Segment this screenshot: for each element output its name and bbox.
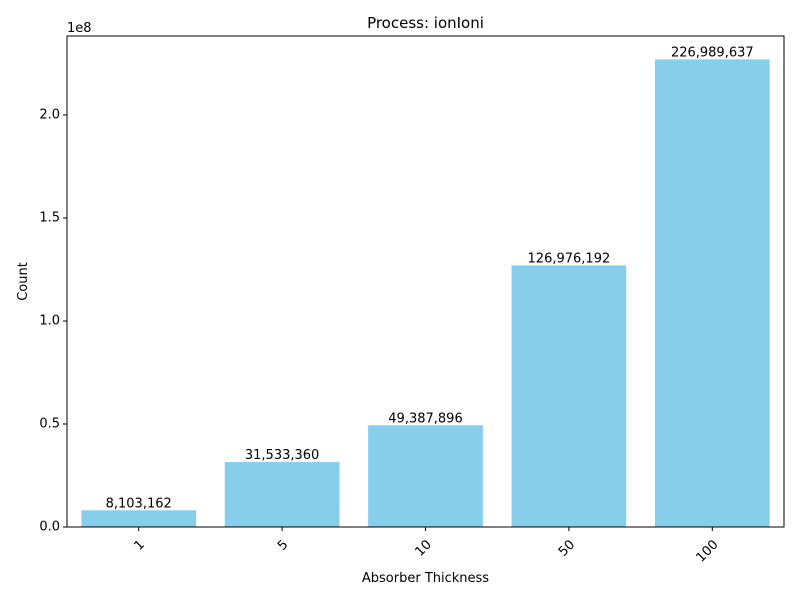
bars-layer: 8,103,162 31,533,360 49,387,896 126,976,192… (81, 45, 770, 527)
bar-value-label-1: 8,103,162 (106, 496, 172, 511)
x-tick-label-1: 1 (132, 537, 148, 553)
x-axis-label: Absorber Thickness (362, 571, 489, 586)
plot-frame (66, 35, 785, 528)
bar-value-label-5: 31,533,360 (245, 448, 319, 463)
chart-title: Process: ionIoni (367, 14, 484, 32)
bar-value-label-10: 49,387,896 (388, 411, 462, 426)
x-tick-label-50: 50 (556, 537, 578, 559)
bar-5 (224, 462, 340, 527)
y-scale-offset-label: 1e8 (67, 21, 92, 36)
y-tick-label-3: 1.5 (39, 210, 60, 225)
x-tick-label-10: 10 (412, 537, 434, 559)
x-tick-label-5: 5 (275, 537, 291, 553)
bar-value-label-50: 126,976,192 (528, 251, 611, 266)
bar-50 (511, 265, 627, 527)
x-axis: 1 5 10 50 100 (132, 527, 722, 566)
y-axis-label: Count (16, 262, 31, 301)
x-tick-label-100: 100 (693, 537, 721, 565)
bar-value-label-100: 226,989,637 (671, 45, 754, 60)
bar-100 (654, 59, 770, 527)
y-axis: 0.0 0.5 1.0 1.5 2.0 (39, 107, 67, 535)
bar-1 (81, 510, 197, 527)
y-tick-label-2: 1.0 (39, 313, 60, 328)
y-tick-label-1: 0.5 (39, 416, 60, 431)
y-tick-label-0: 0.0 (39, 520, 60, 535)
y-tick-label-4: 2.0 (39, 107, 60, 122)
bar-10 (368, 425, 483, 527)
